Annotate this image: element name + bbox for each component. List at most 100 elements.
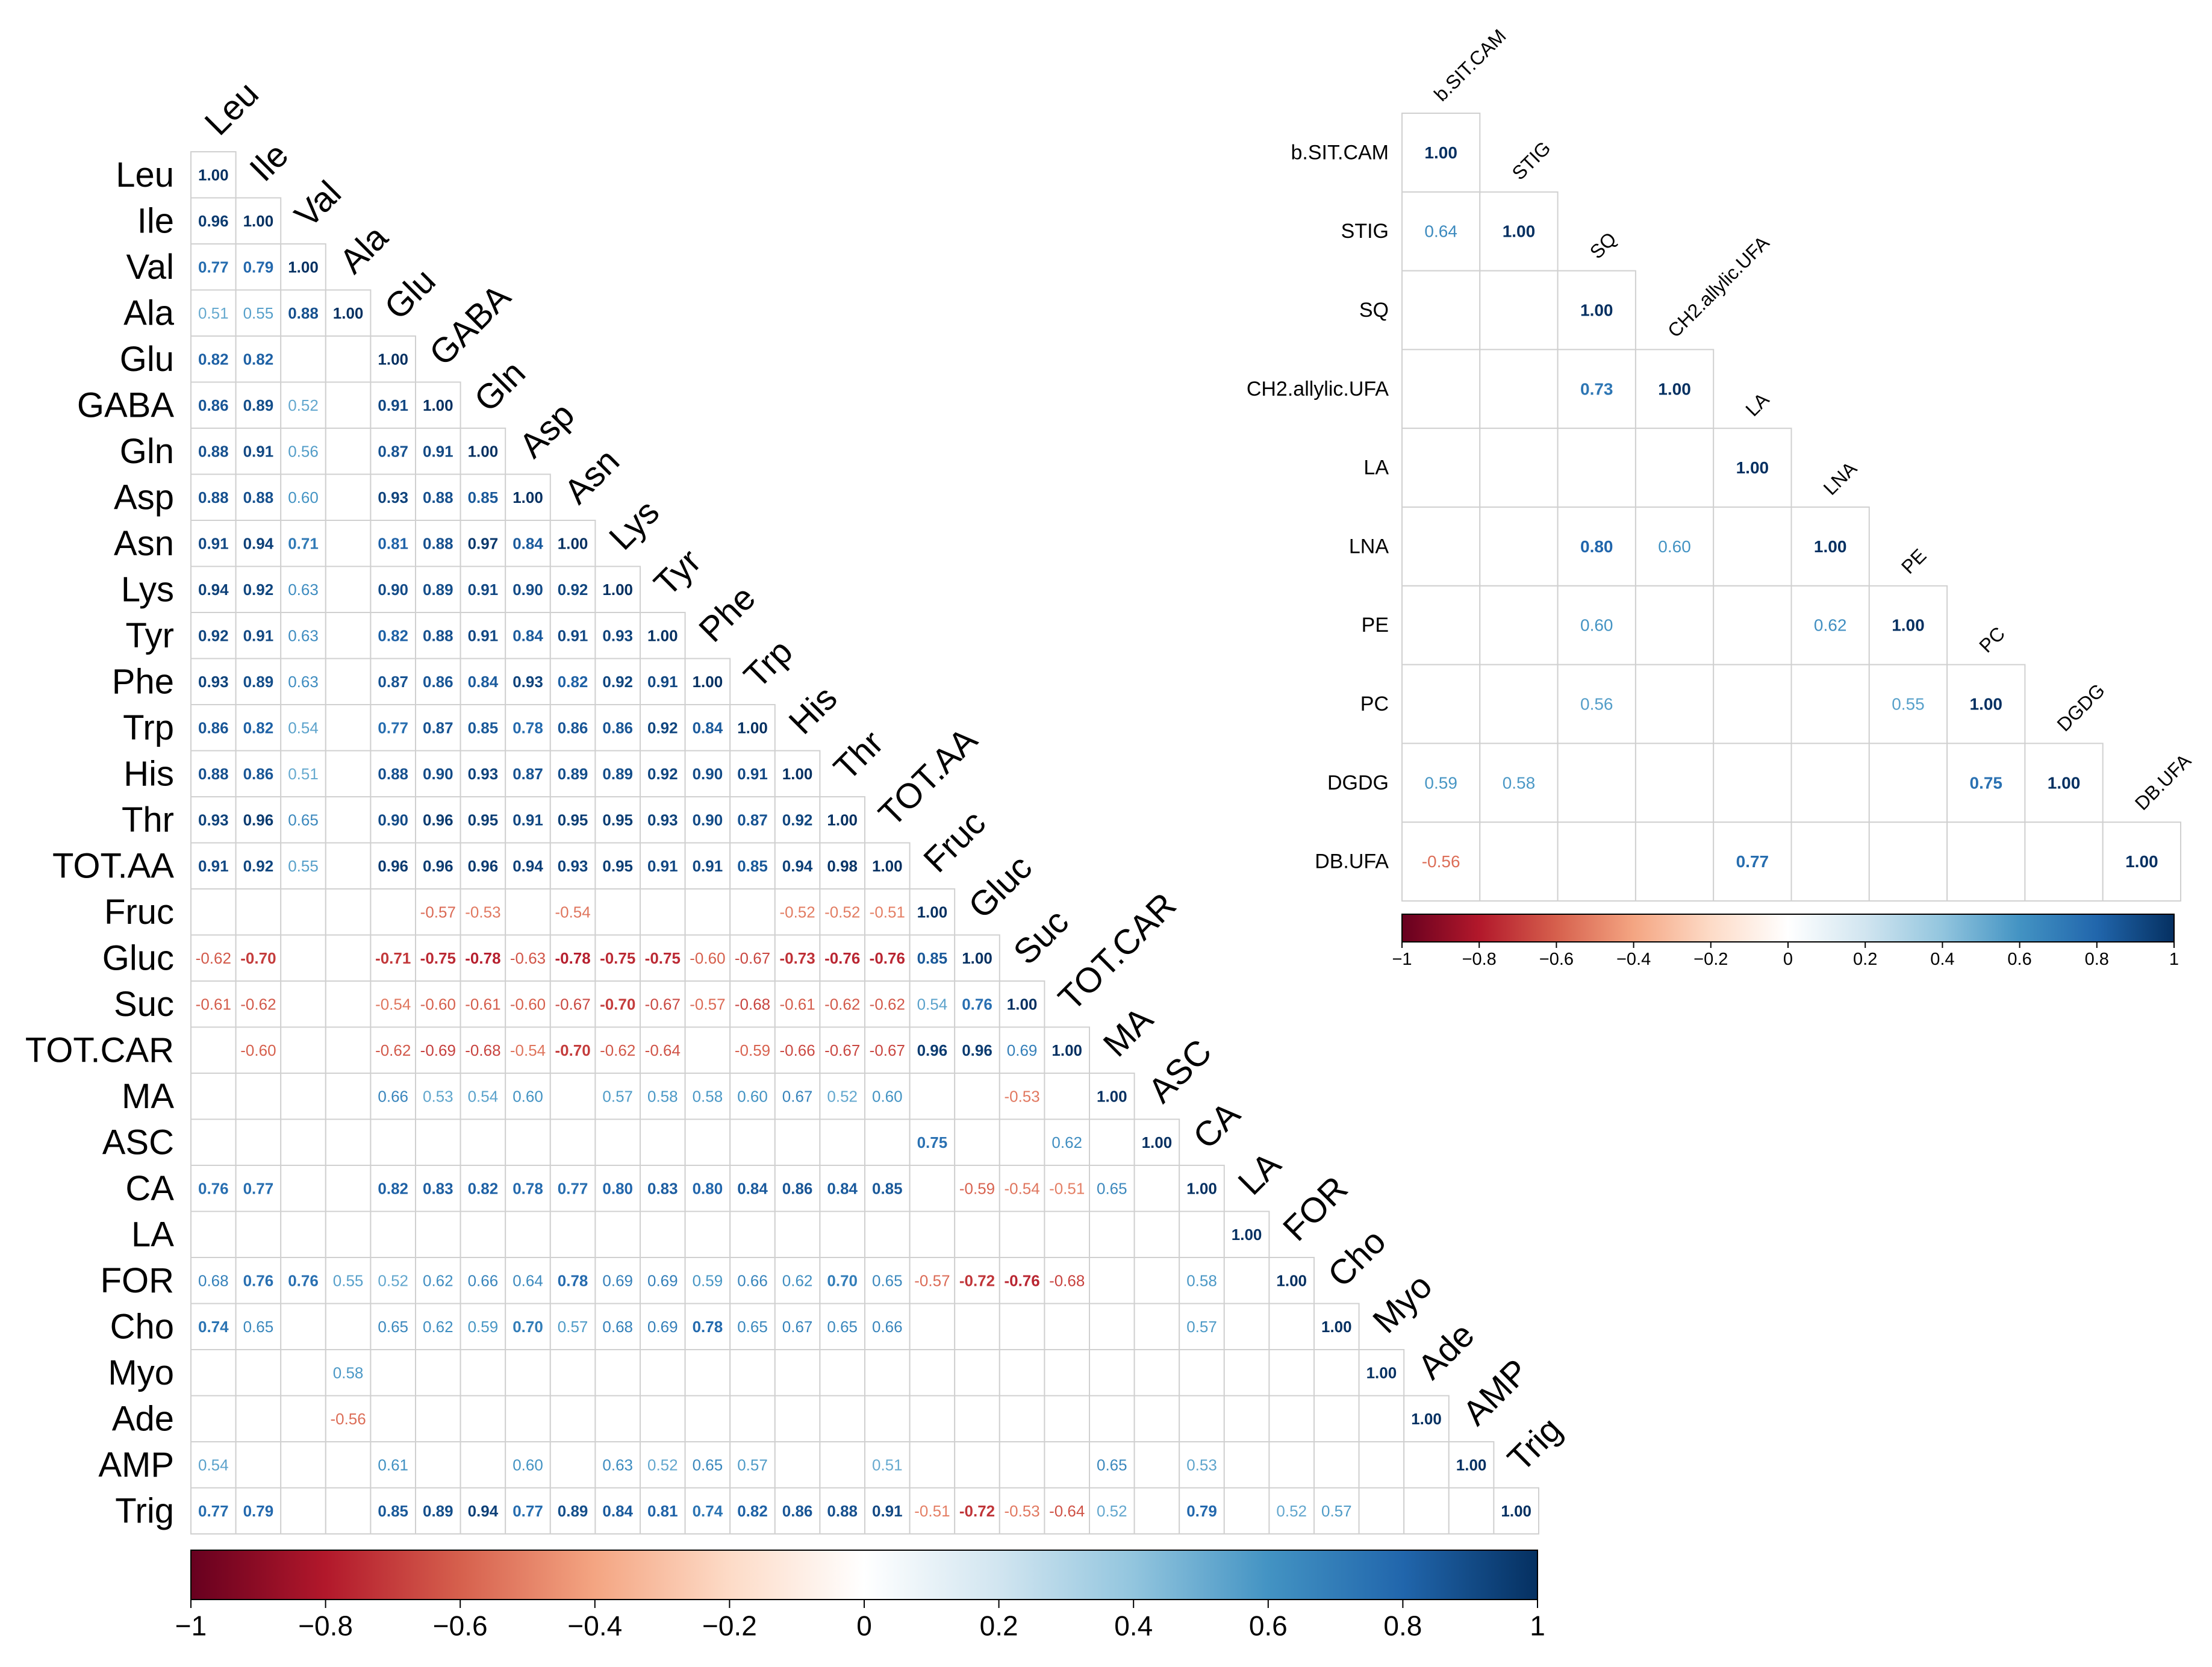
cell-value: 1.00 (1892, 616, 1925, 635)
matrix-cell (684, 1487, 731, 1535)
matrix-cell (190, 566, 237, 613)
cell-value: 0.80 (1580, 537, 1613, 556)
cell-value: -0.54 (510, 1041, 546, 1059)
matrix-cell (729, 888, 776, 936)
cell-value: 0.85 (737, 857, 768, 875)
matrix-cell (190, 612, 237, 659)
row-label-thr: Thr (122, 800, 174, 840)
matrix-cell (640, 1165, 686, 1212)
cell-value: 0.76 (243, 1271, 274, 1289)
matrix-cell (729, 934, 776, 982)
matrix-cell (505, 1118, 551, 1166)
matrix-cell (280, 381, 326, 429)
matrix-cell (1790, 664, 1870, 744)
matrix-cell (235, 1303, 282, 1350)
matrix-cell (864, 980, 911, 1028)
cell-value: 0.89 (243, 396, 274, 414)
matrix-cell (190, 658, 237, 705)
cell-value: 0.91 (378, 396, 408, 414)
matrix-cell (1479, 821, 1559, 902)
column-label-stig: STIG (1507, 137, 1554, 184)
matrix-cell (280, 934, 326, 982)
matrix-cell (460, 750, 506, 797)
cell-value: 0.82 (737, 1502, 768, 1520)
column-label-trig: Trig (1500, 1410, 1569, 1479)
matrix-cell (999, 1303, 1045, 1350)
matrix-cell (819, 1395, 866, 1442)
row-label-tyr: Tyr (125, 616, 174, 655)
matrix-cell (729, 704, 776, 752)
colorbar-tick-label: 0 (1783, 950, 1793, 969)
matrix-cell (235, 1257, 282, 1304)
cell-value: 0.76 (198, 1179, 229, 1197)
matrix-cell (774, 1118, 821, 1166)
matrix-cell (909, 1441, 956, 1489)
cell-value: 0.94 (243, 534, 274, 552)
cell-value: 1.00 (1007, 995, 1038, 1013)
cell-value: 0.60 (737, 1087, 768, 1105)
cell-value: 0.73 (1580, 379, 1613, 398)
matrix-cell (1634, 821, 1715, 902)
cell-value: 0.89 (423, 1502, 453, 1520)
matrix-cell (190, 197, 237, 245)
cell-value: 0.56 (1580, 695, 1613, 714)
matrix-cell (1089, 1073, 1135, 1120)
cell-value: 0.87 (512, 765, 543, 783)
matrix-cell (325, 1165, 372, 1212)
matrix-cell (774, 842, 821, 890)
matrix-cell (1133, 1118, 1180, 1166)
cell-value: 0.95 (602, 811, 633, 829)
matrix-cell (1479, 191, 1559, 272)
matrix-cell (549, 1118, 596, 1166)
matrix-cell (460, 888, 506, 936)
matrix-cell (1089, 1349, 1135, 1397)
cell-value: 0.85 (468, 718, 499, 737)
cell-value: 0.92 (558, 581, 588, 599)
matrix-cell (549, 520, 596, 567)
matrix-cell (640, 750, 686, 797)
matrix-cell (909, 1165, 956, 1212)
matrix-cell (954, 1441, 1000, 1489)
cell-value: 0.95 (558, 811, 588, 829)
cell-value: 0.71 (288, 534, 319, 552)
cell-value: 0.84 (737, 1179, 768, 1197)
cell-value: 0.57 (1321, 1502, 1352, 1520)
column-label-for: FOR (1276, 1169, 1356, 1249)
matrix-cell (864, 1349, 911, 1397)
matrix-cell (1479, 664, 1559, 744)
matrix-cell (684, 1165, 731, 1212)
matrix-cell (415, 842, 461, 890)
cell-value: -0.67 (824, 1041, 860, 1059)
matrix-cell (819, 888, 866, 936)
cell-value: 0.60 (872, 1087, 903, 1105)
cell-value: -0.76 (1004, 1271, 1039, 1289)
matrix-cell (729, 1487, 776, 1535)
matrix-cell (280, 566, 326, 613)
cell-value: 1.00 (1658, 379, 1691, 398)
cell-value: 0.60 (1580, 616, 1613, 635)
matrix-cell (640, 1211, 686, 1258)
matrix-cell (235, 1073, 282, 1120)
row-label-ca: CA (125, 1169, 174, 1208)
cell-value: 0.65 (1097, 1456, 1127, 1474)
matrix-cell (190, 428, 237, 475)
matrix-cell (460, 1211, 506, 1258)
cell-value: 0.77 (378, 718, 408, 737)
matrix-cell (954, 1487, 1000, 1535)
matrix-cell (594, 1441, 641, 1489)
cell-value: 0.88 (198, 765, 229, 783)
row-label-amp: AMP (98, 1445, 174, 1485)
colorbar-tick-label: −0.2 (1693, 950, 1728, 969)
matrix-cell (190, 381, 237, 429)
cell-value: -0.62 (240, 995, 276, 1013)
cell-value: -0.60 (420, 995, 456, 1013)
cell-value: 0.66 (468, 1271, 499, 1289)
column-label-fruc: Fruc (916, 803, 993, 880)
cell-value: -0.69 (420, 1041, 456, 1059)
cell-value: 0.86 (602, 718, 633, 737)
cell-value: 0.93 (198, 811, 229, 829)
column-label-val: Val (287, 173, 349, 235)
cell-value: 1.00 (1970, 695, 2003, 714)
matrix-cell (1089, 1118, 1135, 1166)
matrix-cell (1790, 585, 1870, 665)
